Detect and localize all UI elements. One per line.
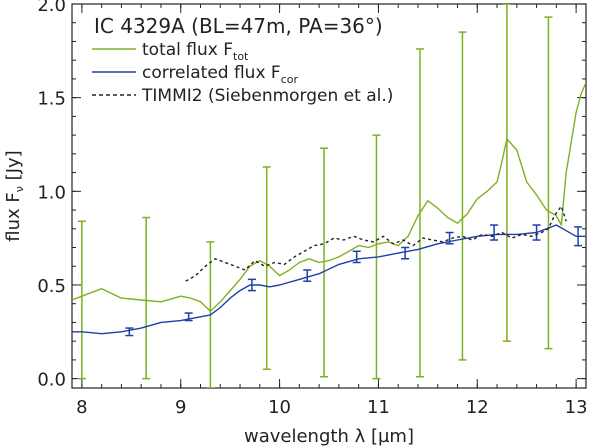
legend: total flux Ftot correlated flux Fcor TIM… bbox=[92, 40, 393, 106]
x-tick-label: 11 bbox=[367, 397, 390, 418]
chart-title: IC 4329A (BL=47m, PA=36°) bbox=[94, 14, 383, 38]
y-tick-label: 1.5 bbox=[37, 89, 66, 110]
y-tick-label: 2.0 bbox=[37, 0, 66, 16]
plot-content bbox=[72, 4, 586, 388]
plot-area-border bbox=[71, 3, 587, 389]
series-line-total-flux-f bbox=[72, 82, 586, 312]
y-tick-label: 0.0 bbox=[37, 370, 66, 391]
series-line-correlated-flux-f bbox=[72, 224, 586, 335]
legend-entry-total-flux: total flux Ftot bbox=[92, 40, 249, 63]
error-bars-correlated-flux-f bbox=[125, 224, 583, 337]
legend-label-timmi2: TIMMI2 (Siebenmorgen et al.) bbox=[141, 86, 393, 106]
plot-clip-group bbox=[72, 4, 586, 388]
y-axis-label: flux Fν [Jy] bbox=[3, 150, 26, 241]
x-axis-label: wavelength λ [µm] bbox=[244, 426, 414, 447]
y-tick-label: 0.5 bbox=[37, 276, 66, 297]
x-tick-label: 9 bbox=[175, 397, 186, 418]
x-tick-label: 8 bbox=[76, 397, 87, 418]
legend-label-correlated-flux: correlated flux Fcor bbox=[142, 63, 298, 86]
legend-label-total-flux: total flux Ftot bbox=[142, 40, 249, 63]
x-tick-label: 12 bbox=[466, 397, 489, 418]
legend-entry-correlated-flux: correlated flux Fcor bbox=[92, 63, 298, 86]
x-tick-label: 13 bbox=[565, 397, 588, 418]
y-tick-label: 1.0 bbox=[37, 182, 66, 203]
x-tick-label: 10 bbox=[268, 397, 291, 418]
axis-ticks: 8 9 10 11 12 13 0.0 0.5 1.0 1.5 2.0 bbox=[37, 0, 587, 418]
plot-frame bbox=[71, 3, 587, 389]
series-line-timmi2-siebenmorgen-et-al bbox=[185, 205, 567, 282]
legend-entry-timmi2: TIMMI2 (Siebenmorgen et al.) bbox=[92, 86, 393, 106]
